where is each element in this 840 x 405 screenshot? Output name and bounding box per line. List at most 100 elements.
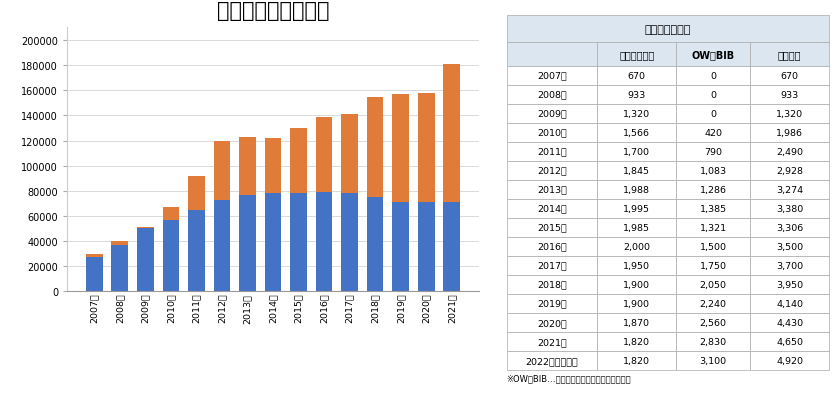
Text: 4,920: 4,920 — [776, 356, 803, 365]
Text: 420: 420 — [704, 128, 722, 137]
Text: 1,700: 1,700 — [623, 147, 650, 156]
Bar — [597, 313, 676, 332]
Bar — [750, 313, 829, 332]
Bar — [597, 332, 676, 351]
Bar — [750, 237, 829, 256]
Bar — [444, 202, 460, 292]
Bar — [507, 275, 597, 294]
Bar — [750, 332, 829, 351]
Bar — [676, 218, 750, 237]
Bar — [137, 228, 154, 229]
Bar — [676, 142, 750, 161]
Bar — [112, 245, 128, 292]
Bar — [444, 65, 460, 202]
Bar — [418, 202, 434, 292]
Text: 3,950: 3,950 — [776, 280, 803, 289]
Text: OW・BIB: OW・BIB — [691, 50, 735, 60]
Bar — [507, 332, 597, 351]
Bar — [507, 256, 597, 275]
Text: 1,900: 1,900 — [623, 280, 650, 289]
Bar — [316, 117, 333, 192]
Bar — [239, 137, 255, 195]
Bar — [507, 237, 597, 256]
Bar — [507, 142, 597, 161]
Bar — [291, 194, 307, 292]
Bar — [367, 198, 384, 292]
Bar — [507, 66, 597, 85]
Bar — [750, 218, 829, 237]
Bar — [507, 199, 597, 218]
Text: 1,995: 1,995 — [623, 204, 650, 213]
Text: 4,140: 4,140 — [776, 299, 803, 308]
Bar — [676, 275, 750, 294]
Text: 1,870: 1,870 — [623, 318, 650, 327]
Text: 2020年: 2020年 — [537, 318, 567, 327]
Bar — [676, 85, 750, 104]
Text: 1,320: 1,320 — [776, 109, 803, 118]
Text: 1,985: 1,985 — [623, 223, 650, 232]
Text: ※OW・BIB…ワンウェイ・バッグインボックス: ※OW・BIB…ワンウェイ・バッグインボックス — [507, 374, 631, 383]
Text: 1,900: 1,900 — [623, 299, 650, 308]
Bar — [86, 254, 102, 258]
Bar — [676, 256, 750, 275]
Bar — [507, 161, 597, 180]
Bar — [213, 200, 230, 292]
Bar — [291, 129, 307, 194]
Text: 0: 0 — [710, 90, 717, 99]
Bar — [597, 104, 676, 123]
Bar — [507, 16, 829, 43]
Bar — [750, 123, 829, 142]
Bar — [597, 256, 676, 275]
Bar — [392, 95, 409, 202]
Text: 2014年: 2014年 — [537, 204, 567, 213]
Bar — [597, 161, 676, 180]
Bar — [507, 43, 597, 66]
Text: 1,820: 1,820 — [623, 337, 650, 346]
Bar — [341, 115, 358, 194]
Text: 1,820: 1,820 — [623, 356, 650, 365]
Text: 4,430: 4,430 — [776, 318, 803, 327]
Text: 2022年（推定）: 2022年（推定） — [526, 356, 578, 365]
Text: リターナブル: リターナブル — [619, 50, 654, 60]
Bar — [676, 104, 750, 123]
Bar — [507, 85, 597, 104]
Text: 2,928: 2,928 — [776, 166, 803, 175]
Bar — [418, 94, 434, 202]
Text: 2007年: 2007年 — [537, 71, 567, 80]
Text: 1,286: 1,286 — [700, 185, 727, 194]
Bar — [676, 237, 750, 256]
Text: 3,100: 3,100 — [700, 356, 727, 365]
Text: 670: 670 — [780, 71, 799, 80]
Bar — [676, 313, 750, 332]
Bar — [676, 66, 750, 85]
Bar — [750, 180, 829, 199]
Bar — [750, 199, 829, 218]
Bar — [750, 85, 829, 104]
Bar — [112, 241, 128, 245]
Bar — [86, 258, 102, 292]
Text: 2016年: 2016年 — [537, 242, 567, 251]
Bar — [507, 351, 597, 370]
Text: 1,500: 1,500 — [700, 242, 727, 251]
Bar — [676, 351, 750, 370]
Text: 2019年: 2019年 — [537, 299, 567, 308]
Bar — [597, 275, 676, 294]
Bar — [392, 202, 409, 292]
Bar — [597, 180, 676, 199]
Text: 2,240: 2,240 — [700, 299, 727, 308]
Bar — [188, 176, 205, 210]
Text: 1,750: 1,750 — [700, 261, 727, 270]
Bar — [597, 237, 676, 256]
Text: 2013年: 2013年 — [537, 185, 567, 194]
Text: 1,385: 1,385 — [700, 204, 727, 213]
Bar — [367, 97, 384, 198]
Bar — [162, 220, 179, 292]
Text: 3,306: 3,306 — [776, 223, 803, 232]
Text: 2009年: 2009年 — [537, 109, 567, 118]
Bar — [341, 194, 358, 292]
Text: 3,500: 3,500 — [776, 242, 803, 251]
Bar — [597, 142, 676, 161]
Bar — [507, 294, 597, 313]
Bar — [213, 141, 230, 200]
Bar — [750, 275, 829, 294]
